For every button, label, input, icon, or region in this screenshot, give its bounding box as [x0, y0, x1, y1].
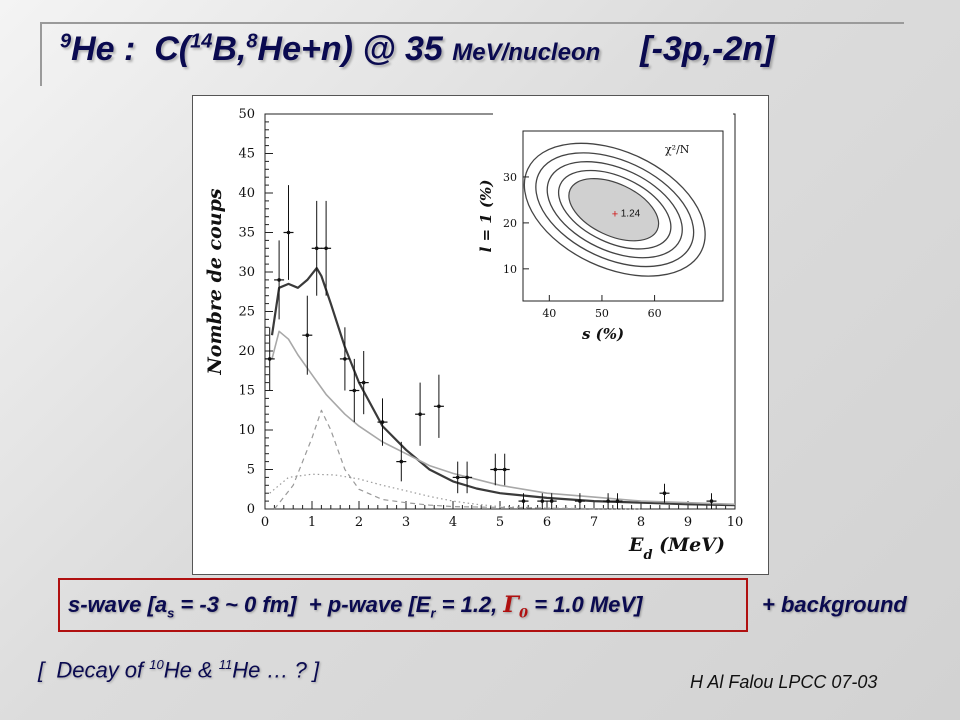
data-point [352, 388, 357, 393]
inset-contour-core [568, 178, 660, 242]
y-tick-label: 35 [238, 226, 255, 241]
inset-x-tick-label: 60 [648, 307, 662, 320]
curve-p-wave [273, 409, 595, 510]
x-tick-label: 9 [684, 515, 692, 530]
slide-title: 9He : C(14B,8He+n) @ 35 MeV/nucleon [-3p,… [60, 30, 775, 68]
x-tick-label: 10 [727, 515, 744, 530]
inset-contour-ring [535, 152, 695, 268]
fit-caption-box [58, 578, 748, 632]
data-point [493, 467, 498, 472]
inset-x-axis-label: s (%) [582, 325, 624, 343]
data-point [709, 499, 714, 503]
data-point [662, 491, 667, 496]
data-point [399, 459, 404, 464]
title-frame-top [40, 22, 904, 24]
title-frame-left [40, 22, 42, 86]
x-tick-label: 2 [355, 515, 363, 530]
gamma-symbol: Γ [503, 592, 520, 618]
fit-caption: s-wave [as = -3 ~ 0 fm] + p-wave [Er = 1… [68, 592, 643, 622]
data-point [324, 246, 328, 251]
data-point [418, 412, 422, 417]
inset-x-tick-label: 40 [542, 307, 556, 320]
x-tick-label: 7 [590, 515, 598, 530]
data-point [578, 499, 582, 503]
data-point [540, 499, 545, 503]
y-tick-label: 45 [238, 147, 255, 162]
y-tick-label: 40 [238, 186, 255, 201]
data-point [361, 380, 366, 385]
y-tick-label: 25 [238, 305, 255, 320]
x-tick-label: 1 [308, 515, 316, 530]
inset-contour-ring [557, 169, 672, 250]
inset-y-tick-label: 20 [503, 217, 517, 230]
inset-legend-label: χ²/N [665, 143, 690, 156]
y-tick-label: 15 [238, 384, 255, 399]
inset-y-tick-label: 30 [503, 171, 517, 184]
x-axis-label: Ed (MeV) [628, 534, 725, 563]
x-tick-label: 3 [402, 515, 410, 530]
data-point [502, 467, 507, 472]
x-tick-label: 5 [496, 515, 504, 530]
y-tick-label: 50 [238, 107, 255, 122]
y-tick-label: 20 [238, 344, 255, 359]
curve-background [269, 473, 642, 510]
inset-contour-ring [523, 142, 706, 277]
x-tick-label: 8 [637, 515, 645, 530]
inset-minimum-marker: + [612, 209, 618, 221]
data-point [286, 230, 291, 235]
inset-x-tick-label: 50 [595, 307, 609, 320]
data-point [521, 499, 526, 503]
y-tick-label: 10 [238, 423, 255, 438]
y-tick-label: 0 [247, 502, 255, 517]
data-point [267, 357, 272, 361]
data-point [277, 278, 281, 282]
author-credit: H Al Falou LPCC 07-03 [690, 672, 878, 692]
y-tick-label: 5 [247, 463, 255, 478]
data-point [615, 499, 620, 503]
x-tick-label: 6 [543, 515, 551, 530]
inset-y-axis-label: l = 1 (%) [477, 180, 495, 253]
decay-note: [ Decay of 10He & 11He … ? ] [38, 657, 320, 683]
data-point [606, 499, 610, 503]
inset-minimum-label: 1.24 [621, 209, 641, 220]
x-tick-label: 0 [261, 515, 269, 530]
x-tick-label: 4 [449, 515, 457, 530]
spectrum-figure: 0 1 2 3 4 5 6 7 8 9 10 0 5 10 15 20 25 30 35 40 45 50 Ed (MeV)… [192, 95, 769, 575]
background-label: + background [762, 592, 907, 617]
data-point [343, 357, 347, 361]
curve-s-wave [271, 330, 736, 506]
data-point [549, 499, 554, 503]
data-point [305, 333, 310, 337]
data-point [314, 246, 319, 251]
y-axis-label: Nombre de coups [204, 188, 226, 375]
inset-y-tick-label: 10 [503, 263, 517, 276]
data-point [380, 420, 385, 424]
data-point [437, 404, 441, 409]
inset-contour-ring [546, 161, 683, 259]
data-point [455, 475, 460, 480]
data-point [465, 475, 469, 480]
inset-frame-top [522, 130, 724, 302]
y-tick-label: 30 [238, 265, 255, 280]
